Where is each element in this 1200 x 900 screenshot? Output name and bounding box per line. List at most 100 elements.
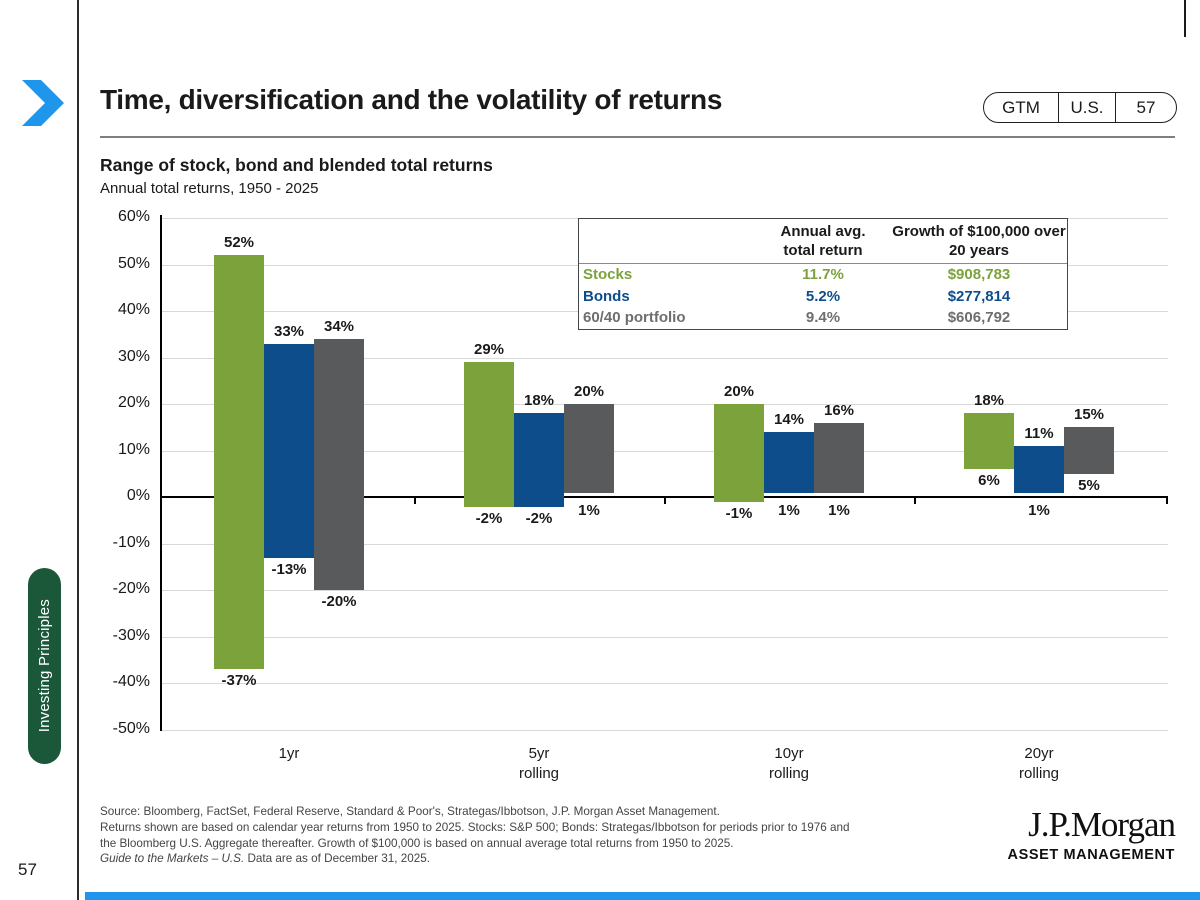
row-avg-return: 11.7% xyxy=(802,266,844,284)
y-axis-tick-label: 20% xyxy=(117,394,150,412)
bar-min-label-bonds-1yr: -13% xyxy=(271,560,307,578)
y-axis-tick-label: -40% xyxy=(112,673,150,691)
y-axis-tick-label: 10% xyxy=(117,440,150,458)
bar-max-label-bonds-20yr: 11% xyxy=(1024,425,1054,443)
bar-min-label-60-40-portfolio-5yr: 1% xyxy=(578,502,600,520)
bar-60-40-portfolio-10yr xyxy=(814,422,864,493)
bar-max-label-stocks-1yr: 52% xyxy=(223,234,255,252)
gridline xyxy=(162,730,1168,731)
gridline xyxy=(162,450,1168,452)
x-axis-category-20yr-rolling: 20yr rolling xyxy=(1018,745,1060,782)
gtm-citation: Guide to the Markets – U.S. xyxy=(100,852,245,866)
chart-title: Range of stock, bond and blended total r… xyxy=(100,155,493,175)
y-axis-tick-label: 30% xyxy=(117,347,150,365)
table-row-60-40: 60/40 portfolio 9.4% $606,792 xyxy=(579,307,1067,329)
bar-min-label-bonds-5yr: -2% xyxy=(525,509,553,527)
source-line: Guide to the Markets – U.S. Data are as … xyxy=(100,851,990,867)
x-axis-tick xyxy=(414,498,416,505)
row-label: Bonds xyxy=(583,287,630,305)
bar-bonds-10yr xyxy=(764,432,814,493)
sidebar-tab-investing-principles[interactable]: Investing Principles xyxy=(28,568,61,764)
sidebar-tab-label: Investing Principles xyxy=(36,599,53,733)
x-axis-tick xyxy=(664,498,666,505)
gridline xyxy=(162,357,1168,359)
bar-min-label-60-40-portfolio-10yr: 1% xyxy=(828,502,850,520)
gtm-page-number: 57 xyxy=(1136,97,1156,117)
bottom-accent-bar xyxy=(85,892,1200,900)
y-axis-tick-label: 40% xyxy=(117,301,150,319)
bar-stocks-5yr xyxy=(464,362,514,507)
table-row-bonds: Bonds 5.2% $277,814 xyxy=(579,286,1067,308)
x-axis-tick xyxy=(914,498,916,505)
summary-table: Annual avg. total return Growth of $100,… xyxy=(578,218,1068,330)
asset-management-label: ASSET MANAGEMENT xyxy=(1007,847,1175,863)
source-line: the Bloomberg U.S. Aggregate thereafter.… xyxy=(100,836,734,850)
gtm-region-label: U.S. xyxy=(1058,93,1116,122)
gtm-page-badge[interactable]: GTM U.S. 57 xyxy=(983,92,1177,123)
y-axis-line xyxy=(160,215,162,731)
bar-max-label-stocks-20yr: 18% xyxy=(973,392,1005,410)
gridline xyxy=(162,636,1168,638)
bar-max-label-60-40-portfolio-20yr: 15% xyxy=(1073,406,1105,424)
bar-bonds-5yr xyxy=(514,413,564,507)
row-growth: $606,792 xyxy=(947,309,1011,327)
bar-max-label-bonds-5yr: 18% xyxy=(523,392,555,410)
bar-60-40-portfolio-5yr xyxy=(564,404,614,493)
gtm-label: GTM xyxy=(1002,97,1040,117)
x-axis-category-5yr-rolling: 5yr rolling xyxy=(518,745,560,782)
slide-page-number: 57 xyxy=(18,860,37,879)
jpmorgan-wordmark: J.P.Morgan xyxy=(1028,805,1176,844)
jpmorgan-logo: J.P.Morgan ASSET MANAGEMENT xyxy=(1007,805,1176,864)
zero-axis-line xyxy=(160,496,1168,499)
y-axis-tick-label: 50% xyxy=(117,254,150,272)
row-growth: $277,814 xyxy=(947,287,1011,305)
bar-min-label-60-40-portfolio-1yr: -20% xyxy=(321,593,357,611)
gridline xyxy=(162,543,1168,545)
summary-table-header: Annual avg. total return Growth of $100,… xyxy=(579,219,1067,264)
bar-min-label-stocks-20yr: 6% xyxy=(978,472,1000,490)
gridline xyxy=(162,590,1168,592)
bar-min-label-stocks-5yr: -2% xyxy=(475,509,503,527)
bar-min-label-bonds-10yr: 1% xyxy=(778,502,800,520)
table-row-stocks: Stocks 11.7% $908,783 xyxy=(579,264,1067,286)
x-axis-category-10yr-rolling: 10yr rolling xyxy=(768,745,810,782)
row-avg-return: 9.4% xyxy=(805,309,841,327)
bar-bonds-1yr xyxy=(264,343,314,558)
bar-60-40-portfolio-20yr xyxy=(1064,427,1114,474)
row-label: 60/40 portfolio xyxy=(583,309,686,327)
bar-stocks-20yr xyxy=(964,413,1014,470)
bar-max-label-stocks-10yr: 20% xyxy=(723,383,755,401)
bar-max-label-60-40-portfolio-1yr: 34% xyxy=(323,318,355,336)
bar-stocks-10yr xyxy=(714,404,764,502)
left-divider-line xyxy=(77,0,79,900)
bar-min-label-stocks-1yr: -37% xyxy=(221,672,257,690)
row-label: Stocks xyxy=(583,266,633,284)
bar-max-label-60-40-portfolio-5yr: 20% xyxy=(573,383,605,401)
y-axis-tick-label: -10% xyxy=(112,533,150,551)
y-axis-tick-label: -30% xyxy=(112,626,150,644)
bar-stocks-1yr xyxy=(214,255,264,670)
chevron-right-icon xyxy=(22,80,64,126)
as-of-date: Data are as of December 31, 2025. xyxy=(244,852,431,866)
header-annual-avg: Annual avg. total return xyxy=(780,223,866,259)
bar-min-label-bonds-20yr: 1% xyxy=(1028,502,1050,520)
source-line: Source: Bloomberg, FactSet, Federal Rese… xyxy=(100,805,720,818)
page-title: Time, diversification and the volatility… xyxy=(100,84,723,115)
corner-mark xyxy=(1184,0,1186,37)
source-note: Source: Bloomberg, FactSet, Federal Rese… xyxy=(100,804,990,867)
y-axis-tick-label: 0% xyxy=(126,487,150,505)
bar-60-40-portfolio-1yr xyxy=(314,339,364,591)
gridline xyxy=(162,404,1168,406)
bar-bonds-20yr xyxy=(1014,446,1064,493)
y-axis-tick-label: -20% xyxy=(112,580,150,598)
chart-subtitle: Annual total returns, 1950 - 2025 xyxy=(100,180,319,197)
bar-max-label-stocks-5yr: 29% xyxy=(473,341,505,359)
bar-max-label-60-40-portfolio-10yr: 16% xyxy=(823,401,855,419)
bar-max-label-bonds-1yr: 33% xyxy=(273,322,305,340)
row-growth: $908,783 xyxy=(947,266,1011,284)
title-rule xyxy=(100,136,1175,138)
bar-min-label-60-40-portfolio-20yr: 5% xyxy=(1078,477,1100,494)
bar-min-label-stocks-10yr: -1% xyxy=(725,504,753,522)
